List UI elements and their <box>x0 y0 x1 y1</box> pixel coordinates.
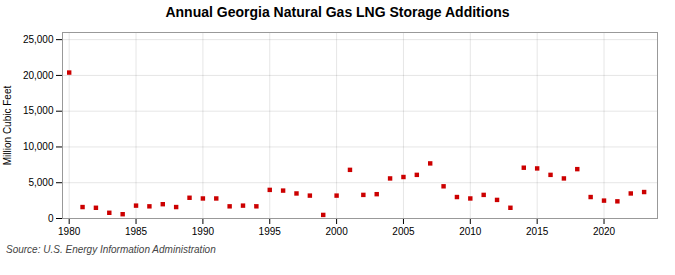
svg-text:1995: 1995 <box>259 226 282 237</box>
svg-text:1980: 1980 <box>58 226 81 237</box>
svg-text:2015: 2015 <box>526 226 549 237</box>
svg-text:0: 0 <box>48 213 54 224</box>
svg-text:1985: 1985 <box>125 226 148 237</box>
html-text:Annual Georgia Natural Gas LNG: Annual Georgia Natural Gas LNG Storage A… <box>165 4 510 20</box>
svg-text:5,000: 5,000 <box>28 177 53 188</box>
svg-text:15,000: 15,000 <box>23 105 54 116</box>
svg-text:20,000: 20,000 <box>23 70 54 81</box>
svg-text:1990: 1990 <box>192 226 215 237</box>
svg-text:2000: 2000 <box>325 226 348 237</box>
svg-text:Million Cubic Feet: Million Cubic Feet <box>2 86 13 166</box>
svg-text:2020: 2020 <box>593 226 616 237</box>
svg-text:2005: 2005 <box>392 226 415 237</box>
svg-text:2010: 2010 <box>459 226 482 237</box>
svg-text:25,000: 25,000 <box>23 34 54 45</box>
html-text:Source: U.S. Energy Informatio: Source: U.S. Energy Information Administ… <box>6 244 216 255</box>
svg-text:10,000: 10,000 <box>23 141 54 152</box>
